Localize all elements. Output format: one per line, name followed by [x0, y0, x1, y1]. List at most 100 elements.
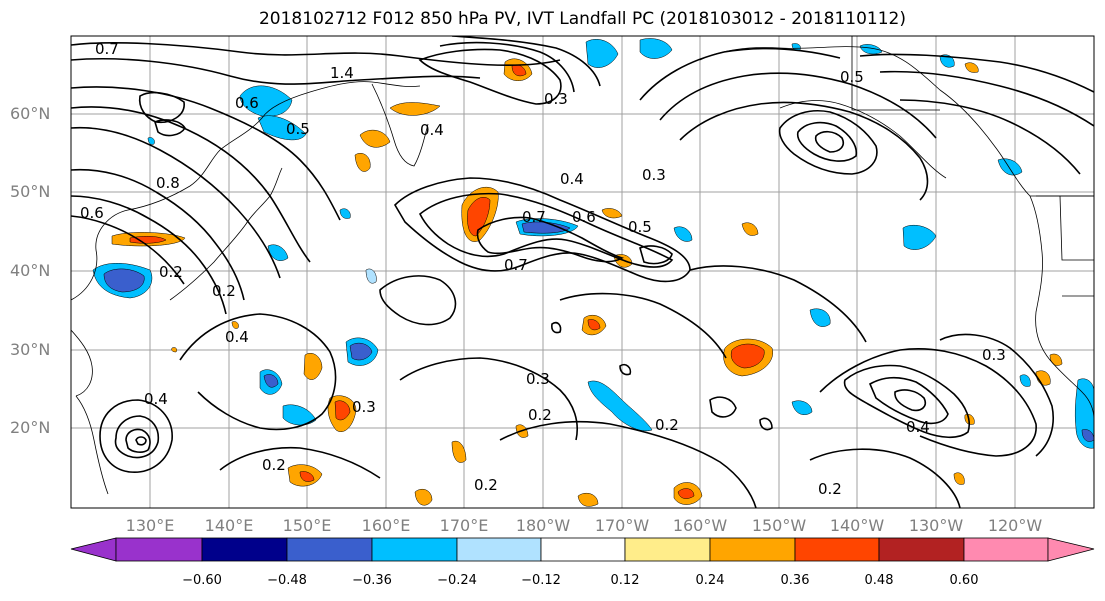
kamchatka-coastline	[371, 83, 429, 167]
pv-negative-patch	[997, 158, 1023, 176]
colorbar-tick-label: −0.36	[352, 573, 392, 588]
colorbar-bin	[286, 537, 373, 562]
pv-positive-patch	[414, 489, 433, 506]
contour-label: 0.4	[420, 121, 444, 139]
alaska-coastline	[699, 46, 1094, 197]
contour-label: 0.4	[560, 170, 584, 188]
pv-positive-patch	[359, 129, 391, 148]
contour-label: 0.6	[572, 208, 596, 226]
pv-positive-patch	[451, 440, 467, 463]
contour-label: 0.7	[522, 208, 546, 226]
contour-label: 0.2	[159, 263, 183, 281]
pv-positive-patch	[129, 236, 167, 244]
colorbar-tick-label: 0.60	[949, 573, 979, 588]
pv-positive-patch	[953, 472, 965, 485]
colorbar-extend-low	[70, 537, 117, 562]
pv-negative-patch	[585, 39, 619, 68]
lon-label: 140°W	[829, 516, 885, 535]
pv-negative-patch	[147, 137, 155, 145]
pv-positive-patch	[303, 352, 323, 380]
contour-label: 1.4	[330, 64, 354, 82]
pv-positive-patch	[354, 152, 371, 172]
lat-label: 50°N	[10, 182, 51, 201]
contour-label: 0.5	[286, 120, 310, 138]
colorbar-bin	[963, 537, 1049, 562]
pv-negative-patch	[1081, 429, 1094, 442]
lat-label: 40°N	[10, 261, 51, 280]
pv-negative-patch	[365, 268, 377, 284]
pv-positive-patch	[334, 400, 351, 421]
pv-negative-patch	[257, 115, 307, 141]
pv-negative-patch	[587, 380, 653, 432]
lat-label: 30°N	[10, 340, 51, 359]
lon-label: 130°E	[125, 516, 175, 535]
china-coastline	[71, 329, 93, 397]
lon-label: 180°W	[515, 516, 571, 535]
contour-label: 0.2	[212, 282, 236, 300]
contour-label: 0.8	[156, 174, 180, 192]
contour-label: 0.2	[262, 456, 286, 474]
contour-label: 0.7	[504, 256, 528, 274]
lon-label: 160°W	[672, 516, 728, 535]
pv-positive-patch	[467, 197, 491, 237]
colorbar-tick-label: 0.12	[610, 573, 640, 588]
lon-label: 130°W	[908, 516, 964, 535]
contour-label: 0.4	[225, 328, 249, 346]
contour-label: 0.3	[982, 346, 1006, 364]
pv-positive-patch	[741, 222, 759, 236]
colorbar	[70, 537, 1095, 562]
lat-label: 60°N	[10, 104, 51, 123]
lon-label: 140°E	[204, 516, 254, 535]
pv-positive-patch	[299, 471, 315, 482]
colorbar-bin	[878, 537, 965, 562]
pv-positive-patch	[389, 102, 441, 116]
lon-label: 120°W	[987, 516, 1043, 535]
colorbar-tick-label: 0.24	[695, 573, 725, 588]
contour-label: 0.2	[474, 476, 498, 494]
colorbar-tick-label: −0.24	[437, 573, 477, 588]
colorbar-extend-high	[1047, 537, 1095, 562]
contour-label: 0.2	[818, 480, 842, 498]
pv-positive-patch	[964, 414, 975, 425]
lon-label: 150°W	[751, 516, 807, 535]
pv-positive-patch	[677, 488, 695, 499]
contour-labels: 0.7 1.4 0.2 0.6 0.5 0.4 0.4 0.3 0.3 0.8 …	[80, 40, 1006, 498]
contour-label: 0.4	[906, 418, 930, 436]
asia-coastline	[71, 81, 421, 301]
pv-negative-patch	[859, 44, 883, 55]
pv-negative-patch	[673, 226, 693, 242]
pv-negative-patch	[239, 85, 293, 117]
lon-label: 150°E	[282, 516, 332, 535]
contour-label: 0.6	[80, 204, 104, 222]
contour-label: 0.5	[628, 218, 652, 236]
lon-label: 160°E	[361, 516, 411, 535]
lon-label: 170°E	[439, 516, 489, 535]
colorbar-bin	[624, 537, 711, 562]
colorbar-tick-label: −0.12	[521, 573, 561, 588]
pv-positive-patch	[587, 319, 601, 331]
contour-label: 0.3	[352, 398, 376, 416]
pv-negative-patch	[267, 244, 289, 261]
pv-negative-patch	[809, 308, 831, 327]
colorbar-bin	[371, 537, 458, 562]
contour-label: 0.7	[95, 40, 119, 58]
contour-label: 0.3	[642, 166, 666, 184]
contour-label: 0.4	[144, 390, 168, 408]
pv-negative-patch	[791, 400, 813, 415]
coastlines	[71, 36, 1094, 495]
pv-negative-patch	[639, 38, 673, 59]
pv-negative-patch	[349, 342, 373, 361]
ivt-contours	[71, 36, 1094, 508]
pv-negative-patch	[339, 208, 351, 219]
pv-positive-patch	[231, 321, 239, 329]
colorbar-bin	[115, 537, 203, 562]
map-frame-background	[71, 36, 1094, 508]
colorbar-tick-label: 0.36	[780, 573, 810, 588]
colorbar-bin	[709, 537, 796, 562]
colorbar-tick-label: −0.48	[267, 573, 307, 588]
pv-negative-patch	[902, 225, 937, 250]
pv-shading	[92, 38, 1094, 507]
contour-label: 0.6	[235, 94, 259, 112]
alaska-peninsula-coastline	[779, 100, 947, 179]
